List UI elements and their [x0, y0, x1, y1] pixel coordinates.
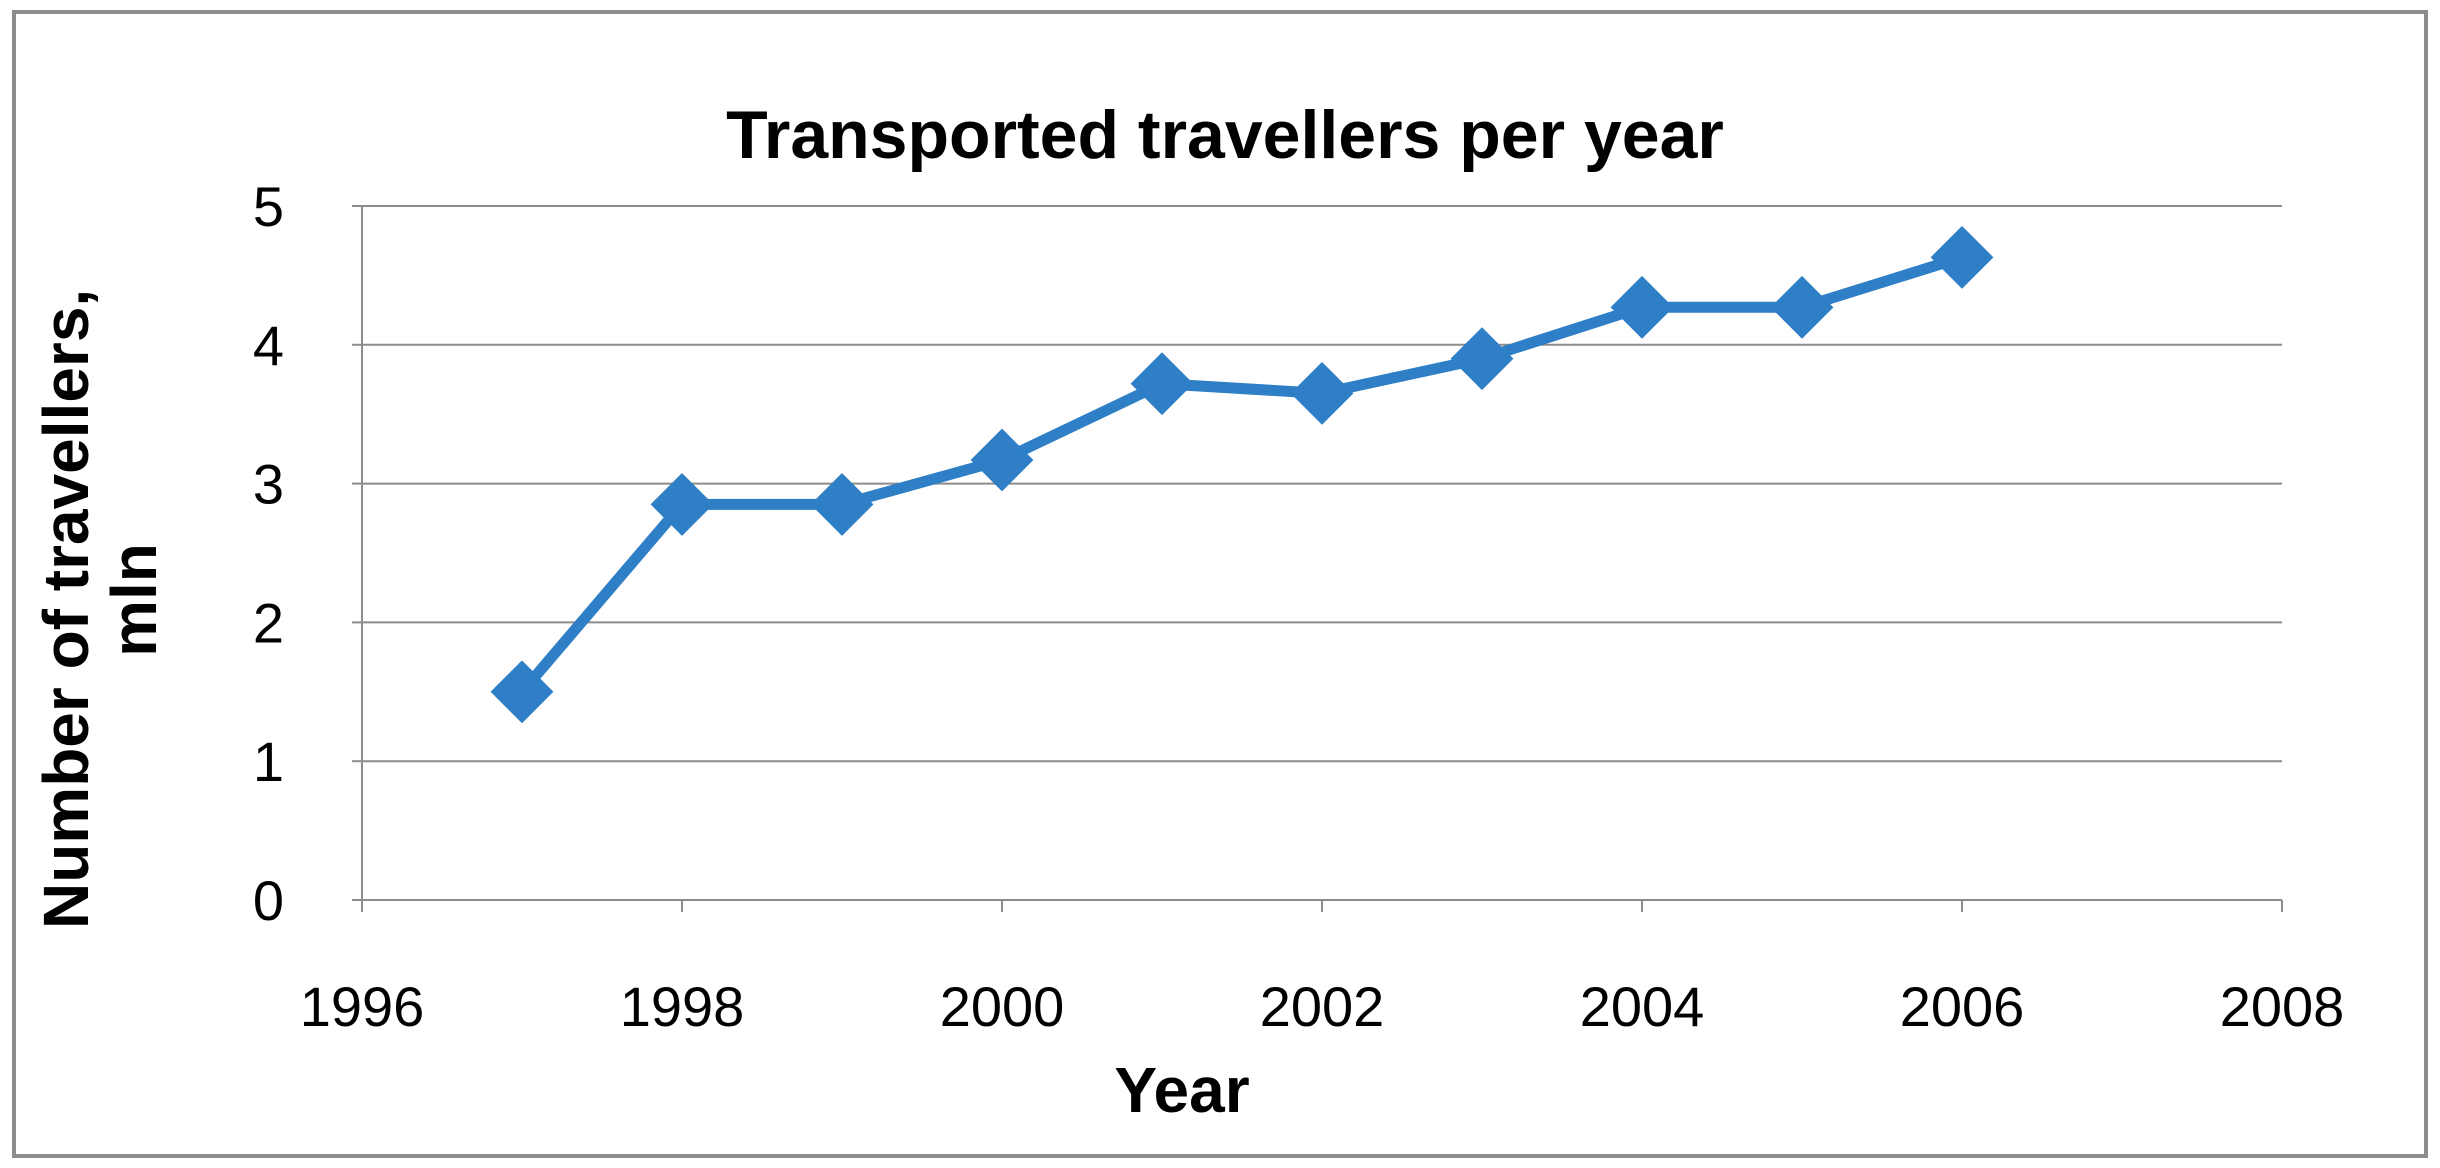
data-point-2006: [1930, 225, 1994, 289]
chart-border: [12, 10, 2428, 1158]
y-tick-label: 4: [253, 314, 284, 377]
data-point-2005: [1770, 275, 1834, 339]
x-tick-label: 2000: [940, 975, 1065, 1038]
y-tick-label: 0: [253, 869, 284, 932]
data-point-2000: [970, 428, 1034, 492]
x-axis-title: Year: [1114, 1054, 1249, 1126]
y-tick-labels: 0 1 2 3 4 5: [253, 175, 284, 932]
data-point-2003: [1450, 327, 1514, 391]
chart-title: Transported travellers per year: [726, 97, 1724, 173]
series-1: [516, 251, 1968, 698]
y-tick-label: 2: [253, 591, 284, 654]
x-tick-label: 2006: [1900, 975, 2025, 1038]
series-1-markers: [490, 225, 1994, 724]
x-tick-label: 2002: [1260, 975, 1385, 1038]
axes: [352, 205, 2283, 912]
x-tick-label: 1996: [300, 975, 425, 1038]
data-point-1997: [490, 660, 554, 724]
y-axis-title-line-2: mln: [98, 543, 170, 657]
y-axis-title: Number of travellers, mln: [30, 271, 170, 929]
data-point-2004: [1610, 275, 1674, 339]
x-tick-label: 2008: [2220, 975, 2345, 1038]
series-line: [516, 251, 1968, 698]
y-tick-label: 5: [253, 175, 284, 238]
y-tick-label: 3: [253, 453, 284, 516]
y-axis-title-line-1: Number of travellers,: [30, 289, 102, 929]
x-tick-label: 2004: [1580, 975, 1705, 1038]
x-tick-labels: 1996 1998 2000 2002 2004 2006 2008: [300, 975, 2345, 1038]
data-point-2001: [1130, 352, 1194, 416]
x-tick-label: 1998: [620, 975, 745, 1038]
data-point-2002: [1290, 361, 1354, 425]
data-point-1998: [650, 473, 714, 536]
y-tick-label: 1: [253, 730, 284, 793]
data-point-1999: [810, 473, 874, 536]
